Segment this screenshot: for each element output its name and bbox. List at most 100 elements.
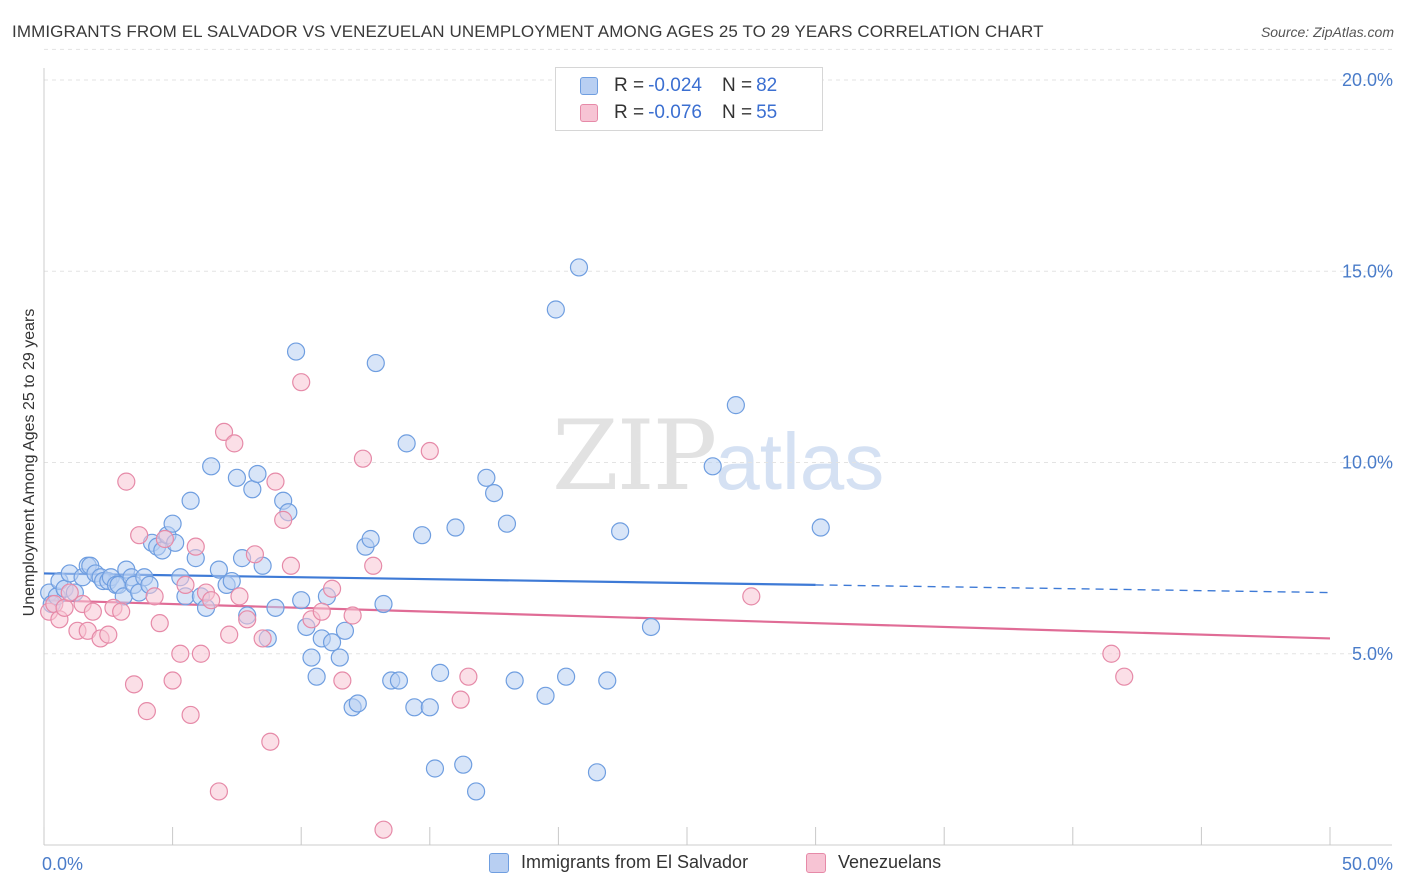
chart-title: IMMIGRANTS FROM EL SALVADOR VS VENEZUELA… bbox=[12, 22, 1044, 41]
point-venezuelans bbox=[130, 526, 149, 545]
point-el-salvador bbox=[366, 353, 385, 373]
point-el-salvador bbox=[454, 755, 473, 774]
point-venezuelans bbox=[163, 671, 182, 690]
y-tick-label: 15.0% bbox=[1342, 261, 1393, 281]
point-el-salvador bbox=[505, 671, 524, 690]
point-el-salvador bbox=[485, 484, 504, 503]
point-el-salvador bbox=[425, 759, 445, 778]
series-legend-el-salvador: Immigrants from El Salvador bbox=[489, 852, 748, 873]
point-el-salvador bbox=[374, 594, 393, 614]
point-venezuelans bbox=[55, 598, 74, 617]
point-venezuelans bbox=[742, 587, 761, 606]
point-el-salvador bbox=[446, 518, 465, 537]
point-venezuelans bbox=[145, 587, 164, 606]
point-el-salvador bbox=[466, 782, 486, 801]
legend-r-value: -0.024 bbox=[648, 75, 702, 96]
point-el-salvador bbox=[330, 648, 349, 667]
point-venezuelans bbox=[1102, 644, 1121, 663]
series-swatch-venezuelans bbox=[806, 852, 826, 873]
watermark: ZIPatlas bbox=[552, 400, 884, 512]
point-el-salvador bbox=[209, 560, 228, 579]
axis-labels: 5.0% 10.0% 15.0% 20.0% 0.0% 50.0% Unemployment… bbox=[21, 70, 1393, 874]
point-venezuelans bbox=[451, 690, 470, 709]
y-tick-label: 5.0% bbox=[1352, 644, 1393, 664]
correlation-legend: R = -0.024 N = 82 R = -0.076 N = 55 bbox=[555, 67, 823, 131]
point-venezuelans bbox=[186, 537, 205, 556]
trend-line-venezuelans bbox=[43, 599, 1331, 640]
point-el-salvador bbox=[389, 671, 409, 690]
series-swatch-el-salvador bbox=[489, 852, 509, 873]
point-el-salvador bbox=[430, 663, 450, 682]
point-venezuelans bbox=[459, 667, 478, 686]
point-venezuelans bbox=[83, 602, 102, 621]
trend-extension-el-salvador bbox=[815, 584, 1331, 594]
point-venezuelans bbox=[225, 434, 244, 453]
point-el-salvador bbox=[811, 518, 830, 537]
legend-n-value: 55 bbox=[756, 102, 778, 123]
point-el-salvador bbox=[302, 648, 321, 667]
point-el-salvador bbox=[348, 694, 367, 713]
point-el-salvador bbox=[181, 491, 200, 510]
point-el-salvador bbox=[292, 591, 311, 610]
point-venezuelans bbox=[99, 625, 118, 644]
point-venezuelans bbox=[343, 606, 362, 625]
point-venezuelans bbox=[364, 556, 383, 575]
legend-row-venezuelans: R = -0.076 N = 55 bbox=[580, 101, 777, 125]
point-venezuelans bbox=[353, 449, 373, 468]
legend-r-label: R = bbox=[614, 75, 645, 96]
point-el-salvador bbox=[412, 526, 432, 545]
point-venezuelans bbox=[230, 587, 249, 606]
point-venezuelans bbox=[214, 422, 234, 441]
point-venezuelans bbox=[281, 556, 301, 575]
legend-row-el-salvador: R = -0.024 N = 82 bbox=[580, 74, 777, 98]
point-venezuelans bbox=[245, 545, 265, 564]
trend-line-el-salvador bbox=[43, 572, 816, 586]
point-venezuelans bbox=[60, 583, 79, 602]
point-el-salvador bbox=[420, 698, 439, 717]
point-el-salvador bbox=[322, 633, 342, 652]
point-el-salvador bbox=[497, 514, 517, 533]
point-venezuelans bbox=[176, 575, 195, 595]
point-el-salvador bbox=[703, 457, 722, 476]
point-el-salvador bbox=[163, 514, 182, 533]
axes bbox=[43, 68, 1392, 846]
point-el-salvador bbox=[546, 300, 565, 319]
y-tick-label: 20.0% bbox=[1342, 70, 1393, 90]
series-name-venezuelans: Venezuelans bbox=[838, 852, 942, 872]
point-el-salvador bbox=[598, 671, 617, 690]
point-el-salvador bbox=[227, 468, 246, 487]
legend-n-label: N = bbox=[721, 102, 753, 123]
point-el-salvador bbox=[361, 529, 380, 549]
point-venezuelans bbox=[312, 602, 331, 621]
point-el-salvador bbox=[335, 621, 355, 640]
point-el-salvador bbox=[536, 686, 555, 705]
source-credit: Source: ZipAtlas.com bbox=[1260, 24, 1394, 40]
point-venezuelans bbox=[333, 671, 352, 690]
point-venezuelans bbox=[220, 625, 239, 644]
legend-n-value: 82 bbox=[756, 75, 778, 96]
point-venezuelans bbox=[1115, 667, 1134, 686]
data-points bbox=[40, 258, 1134, 839]
point-venezuelans bbox=[150, 614, 169, 633]
point-venezuelans bbox=[253, 629, 272, 648]
y-axis-title: Unemployment Among Ages 25 to 29 years bbox=[21, 309, 38, 617]
point-venezuelans bbox=[155, 529, 174, 549]
point-venezuelans bbox=[420, 441, 439, 461]
series-legend-venezuelans: Venezuelans bbox=[806, 852, 941, 873]
legend-swatch-venezuelans bbox=[580, 104, 598, 122]
point-venezuelans bbox=[292, 373, 311, 392]
point-venezuelans bbox=[112, 602, 131, 621]
point-el-salvador bbox=[243, 480, 262, 499]
watermark-atlas: atlas bbox=[715, 417, 885, 506]
point-venezuelans bbox=[322, 579, 342, 598]
point-venezuelans bbox=[117, 472, 136, 491]
series-legend: Immigrants from El Salvador Venezuelans bbox=[0, 852, 1406, 878]
point-venezuelans bbox=[202, 591, 221, 610]
point-el-salvador bbox=[405, 698, 424, 717]
point-venezuelans bbox=[191, 644, 210, 663]
point-el-salvador bbox=[569, 258, 589, 277]
point-el-salvador bbox=[587, 763, 607, 782]
point-el-salvador bbox=[222, 571, 241, 591]
point-el-salvador bbox=[557, 667, 576, 686]
point-el-salvador bbox=[477, 468, 496, 487]
